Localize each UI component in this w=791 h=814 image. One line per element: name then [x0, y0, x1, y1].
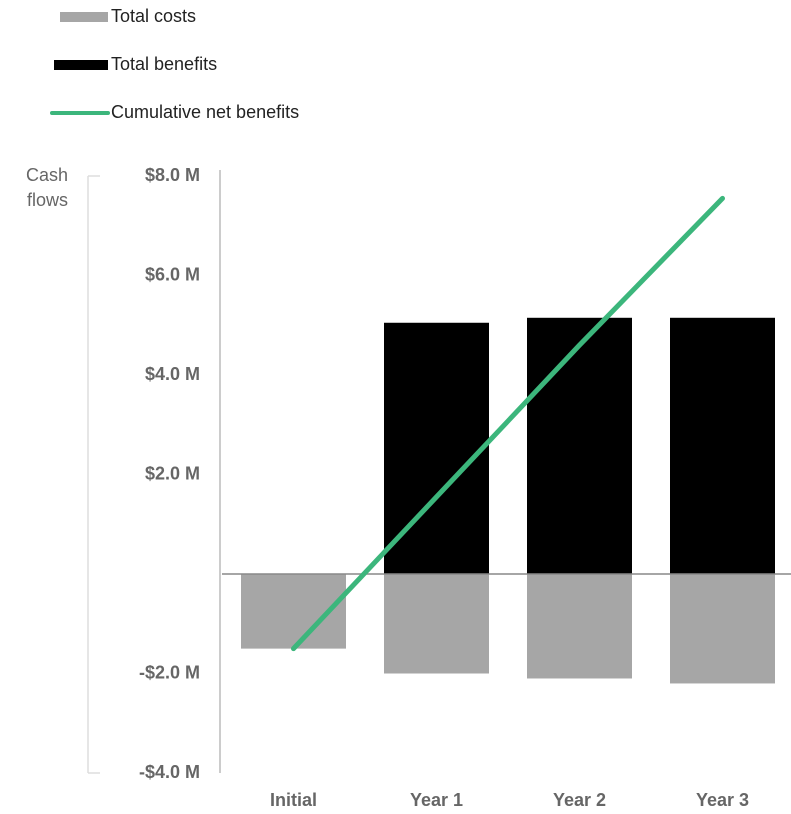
- bar: [527, 574, 632, 679]
- y-tick-label: $6.0 M: [145, 264, 200, 284]
- line: [291, 195, 725, 652]
- y-tick-label: -$2.0 M: [139, 662, 200, 682]
- x-tick-label: Initial: [270, 790, 317, 810]
- bar: [384, 574, 489, 674]
- y-tick-label: $2.0 M: [145, 463, 200, 483]
- bar: [527, 317, 632, 574]
- y-tick-label: $8.0 M: [145, 165, 200, 185]
- x-tick-label: Year 3: [696, 790, 749, 810]
- bar: [670, 317, 775, 574]
- legend-label: Cumulative net benefits: [111, 102, 299, 122]
- legend-swatch: [60, 12, 108, 22]
- legend-label: Total benefits: [111, 54, 217, 74]
- y-axis-label: Cash flows: [26, 165, 68, 210]
- y-tick-label: -$4.0 M: [139, 762, 200, 782]
- legend-label: Total costs: [111, 6, 196, 26]
- bar: [670, 574, 775, 684]
- legend-swatch: [54, 60, 108, 70]
- x-tick-label: Year 2: [553, 790, 606, 810]
- y-tick-label: $4.0 M: [145, 364, 200, 384]
- x-tick-label: Year 1: [410, 790, 463, 810]
